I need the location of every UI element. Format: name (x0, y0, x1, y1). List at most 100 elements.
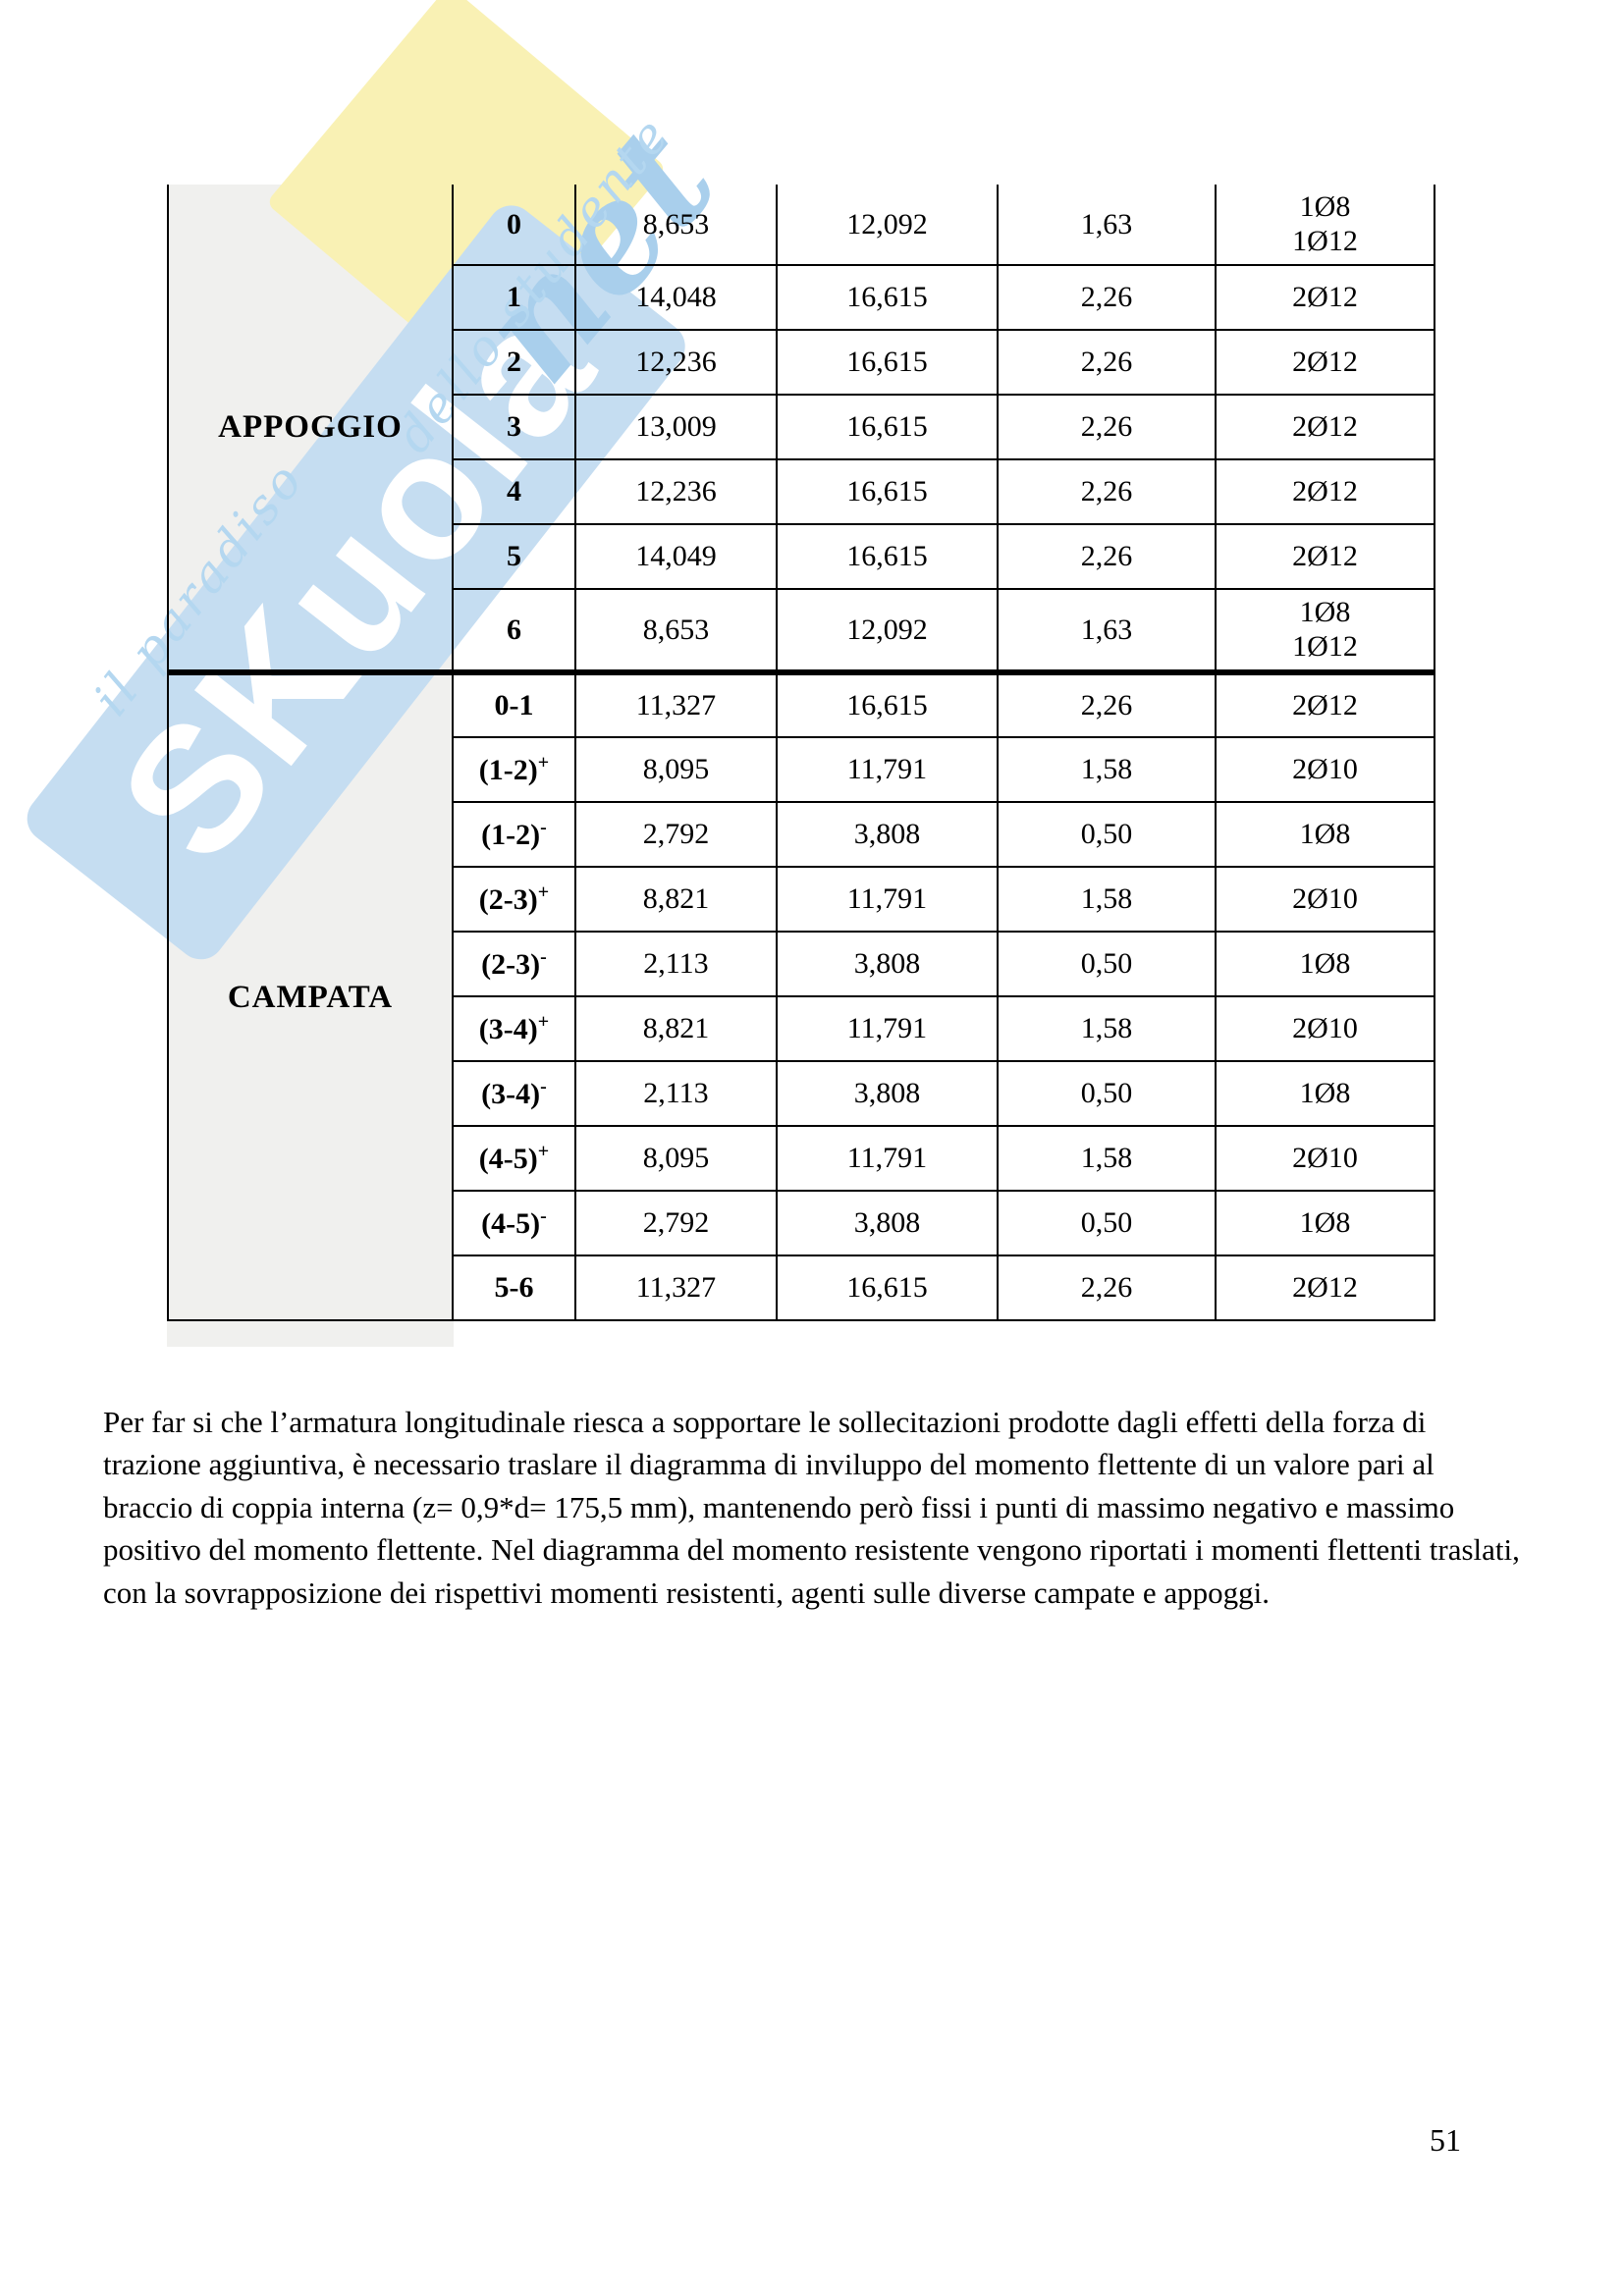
table-row: (4-5)- 2,792 3,808 0,50 1Ø8 (168, 1190, 1435, 1256)
value-cell-2: 16,615 (776, 523, 999, 590)
rc-table-body: APPOGGIO 0 8,653 12,092 1,63 1Ø8 1Ø12 1 14,048 1… (167, 185, 1435, 1321)
reinforcement-cell: 2Ø12 (1215, 264, 1435, 331)
row-key-superscript: - (540, 1205, 547, 1227)
value-cell-1: 13,009 (574, 394, 778, 460)
value-cell-2: 12,092 (776, 588, 999, 675)
page-number: 51 (1430, 2122, 1461, 2158)
row-key-cell: 3 (452, 394, 576, 460)
table-row: CAMPATA 0-1 11,327 16,615 2,26 2Ø12 (167, 671, 1435, 1321)
row-key-superscript: + (537, 752, 550, 774)
row-key-cell: 2 (452, 329, 576, 396)
body-paragraph: Per far si che l’armatura longitudinale … (103, 1405, 1520, 1610)
reinforcement-cell: 2Ø10 (1215, 866, 1435, 933)
value-cell-1: 8,095 (574, 1125, 778, 1192)
value-cell-3: 1,63 (997, 588, 1217, 675)
table-row: (3-4)+ 8,821 11,791 1,58 2Ø10 (168, 995, 1435, 1062)
value-cell-2: 3,808 (776, 931, 999, 997)
value-cell-3: 0,50 (997, 801, 1217, 868)
table-row: (4-5)+ 8,095 11,791 1,58 2Ø10 (168, 1125, 1435, 1192)
reinforcement-cell: 2Ø12 (1215, 523, 1435, 590)
value-cell-3: 0,50 (997, 1190, 1217, 1256)
value-cell-3: 2,26 (997, 1255, 1217, 1321)
reinforcement-table: APPOGGIO 0 8,653 12,092 1,63 1Ø8 1Ø12 1 14,048 1… (167, 185, 1435, 1321)
value-cell-2: 16,615 (776, 1255, 999, 1321)
value-cell-3: 2,26 (997, 394, 1217, 460)
row-key-cell: (1-2)- (452, 801, 576, 868)
value-cell-3: 2,26 (997, 523, 1217, 590)
value-cell-2: 11,791 (776, 866, 999, 933)
reinforcement-cell: 1Ø8 (1215, 1190, 1435, 1256)
value-cell-3: 1,58 (997, 995, 1217, 1062)
reinforcement-cell: 2Ø12 (1215, 458, 1435, 525)
reinforcement-cell: 1Ø8 (1215, 931, 1435, 997)
table-row: (3-4)- 2,113 3,808 0,50 1Ø8 (168, 1060, 1435, 1127)
row-key-superscript: - (540, 817, 547, 838)
row-key-cell: 4 (452, 458, 576, 525)
section-label: APPOGGIO (167, 185, 454, 675)
value-cell-1: 8,821 (574, 995, 778, 1062)
reinforcement-cell: 2Ø10 (1215, 736, 1435, 803)
row-key-cell: (3-4)+ (452, 995, 576, 1062)
value-cell-2: 16,615 (776, 671, 999, 738)
row-key-superscript: - (540, 1076, 547, 1097)
value-cell-1: 8,821 (574, 866, 778, 933)
value-cell-2: 11,791 (776, 995, 999, 1062)
value-cell-1: 2,792 (574, 801, 778, 868)
value-cell-1: 12,236 (574, 329, 778, 396)
row-key-cell: (4-5)+ (452, 1125, 576, 1192)
value-cell-1: 14,048 (574, 264, 778, 331)
table-row: 5-6 11,327 16,615 2,26 2Ø12 (168, 1255, 1435, 1321)
value-cell-1: 11,327 (574, 1255, 778, 1321)
row-key-superscript: + (537, 1011, 550, 1033)
table-row: APPOGGIO 0 8,653 12,092 1,63 1Ø8 1Ø12 (167, 185, 1435, 675)
value-cell-3: 2,26 (997, 264, 1217, 331)
value-cell-3: 0,50 (997, 931, 1217, 997)
value-cell-3: 1,63 (997, 185, 1217, 266)
reinforcement-cell: 1Ø8 (1215, 801, 1435, 868)
value-cell-1: 8,653 (574, 185, 778, 266)
value-cell-1: 12,236 (574, 458, 778, 525)
value-cell-2: 11,791 (776, 1125, 999, 1192)
row-key-cell: (4-5)- (452, 1190, 576, 1256)
row-key-cell: (1-2)+ (452, 736, 576, 803)
value-cell-1: 2,113 (574, 1060, 778, 1127)
row-key-cell: 5-6 (452, 1255, 576, 1321)
table-row: (1-2)- 2,792 3,808 0,50 1Ø8 (168, 801, 1435, 868)
value-cell-1: 8,653 (574, 588, 778, 675)
reinforcement-cell: 2Ø12 (1215, 394, 1435, 460)
reinforcement-cell: 1Ø8 (1215, 1060, 1435, 1127)
value-cell-3: 2,26 (997, 458, 1217, 525)
reinforcement-cell: 2Ø12 (1215, 1255, 1435, 1321)
row-key-superscript: + (537, 1141, 550, 1162)
row-key-cell: 6 (452, 588, 576, 675)
row-key-cell: (3-4)- (452, 1060, 576, 1127)
row-key-cell: (2-3)+ (452, 866, 576, 933)
value-cell-2: 11,791 (776, 736, 999, 803)
row-key-cell: (2-3)- (452, 931, 576, 997)
value-cell-3: 0,50 (997, 1060, 1217, 1127)
row-key-superscript: - (540, 946, 547, 968)
reinforcement-cell: 2Ø10 (1215, 995, 1435, 1062)
reinforcement-cell: 2Ø12 (1215, 671, 1435, 738)
value-cell-3: 2,26 (997, 671, 1217, 738)
value-cell-2: 16,615 (776, 458, 999, 525)
value-cell-3: 2,26 (997, 329, 1217, 396)
value-cell-2: 16,615 (776, 329, 999, 396)
value-cell-3: 1,58 (997, 866, 1217, 933)
value-cell-2: 16,615 (776, 394, 999, 460)
reinforcement-cell: 1Ø8 1Ø12 (1215, 588, 1435, 675)
value-cell-2: 12,092 (776, 185, 999, 266)
value-cell-1: 8,095 (574, 736, 778, 803)
row-key-superscript: + (537, 881, 550, 903)
value-cell-1: 14,049 (574, 523, 778, 590)
reinforcement-cell: 1Ø8 1Ø12 (1215, 185, 1435, 266)
value-cell-2: 3,808 (776, 1060, 999, 1127)
value-cell-2: 3,808 (776, 1190, 999, 1256)
value-cell-3: 1,58 (997, 736, 1217, 803)
value-cell-1: 2,113 (574, 931, 778, 997)
value-cell-3: 1,58 (997, 1125, 1217, 1192)
row-key-cell: 0 (452, 185, 576, 266)
value-cell-1: 11,327 (574, 671, 778, 738)
